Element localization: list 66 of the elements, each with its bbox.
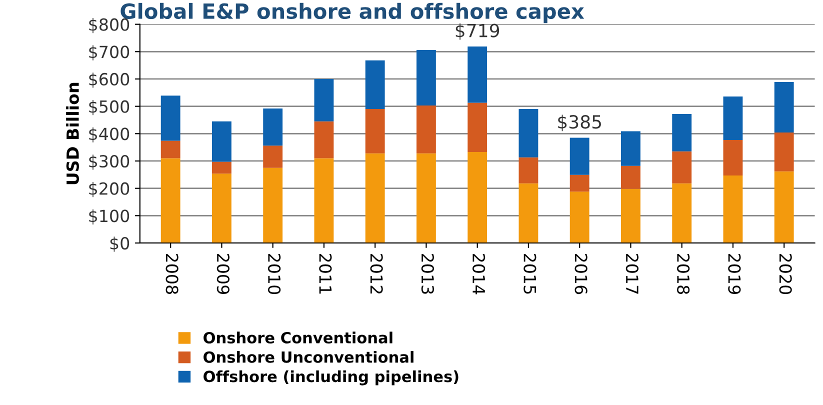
bar [518, 183, 538, 243]
bar [416, 50, 436, 106]
legend-label: Onshore Unconventional [204, 351, 414, 363]
bar [365, 153, 385, 243]
bar [570, 138, 590, 175]
y-tick-label: $0 [110, 236, 130, 252]
bar [212, 121, 232, 162]
x-tick-label: 2016 [574, 254, 588, 294]
x-tick-label: 2014 [472, 254, 486, 294]
bar [570, 192, 590, 243]
x-tick-label: 2011 [319, 254, 332, 294]
y-tick-label: $500 [89, 100, 130, 116]
bar [672, 183, 692, 243]
x-tick-label: 2012 [370, 254, 383, 294]
bar [365, 109, 385, 154]
x-tick-label: 2017 [626, 254, 638, 294]
bar [160, 96, 180, 141]
y-tick-label: $600 [89, 72, 130, 88]
legend-label: Offshore (including pipelines) [204, 370, 458, 386]
x-tick-label: 2018 [677, 254, 690, 294]
bar [621, 166, 640, 189]
bar [416, 153, 436, 243]
bar [263, 108, 283, 146]
bar [365, 60, 385, 110]
bar [416, 105, 436, 154]
bar [518, 109, 538, 158]
x-tick-label: 2015 [524, 254, 536, 294]
x-tick-label: 2010 [268, 254, 281, 294]
legend-label: Onshore Conventional [204, 332, 392, 344]
bar [723, 96, 743, 140]
y-tick-label: $400 [89, 127, 130, 142]
bar [621, 131, 640, 166]
x-tick-label: 2019 [728, 254, 741, 294]
x-tick-label: 2009 [216, 254, 230, 294]
bar [723, 175, 743, 243]
bar [212, 162, 232, 174]
bar [570, 174, 590, 192]
bar [160, 158, 180, 243]
y-tick-label: $200 [89, 182, 130, 198]
bar [314, 121, 334, 158]
bar [160, 140, 180, 158]
bar [774, 82, 794, 133]
y-tick-label: $300 [89, 154, 130, 170]
bar [518, 157, 538, 184]
bar [468, 46, 488, 103]
bar [672, 114, 692, 152]
annotation: $719 [456, 23, 500, 40]
bar [468, 102, 488, 152]
bar [212, 174, 232, 243]
bar [314, 78, 334, 122]
bar [774, 171, 794, 243]
annotation: $385 [558, 114, 601, 132]
y-axis-title: USD Billion [66, 82, 79, 184]
bar [774, 132, 794, 172]
x-tick-label: 2008 [166, 254, 178, 294]
bar [672, 151, 692, 184]
bar [468, 152, 488, 243]
x-tick-label: 2013 [421, 254, 434, 294]
bar [621, 188, 640, 243]
bar [263, 168, 283, 243]
bar [314, 158, 334, 243]
bar [263, 146, 283, 168]
bar [723, 140, 743, 176]
y-tick-label: $100 [89, 209, 130, 224]
y-tick-label: $700 [89, 45, 130, 60]
x-tick-label: 2020 [779, 254, 792, 294]
